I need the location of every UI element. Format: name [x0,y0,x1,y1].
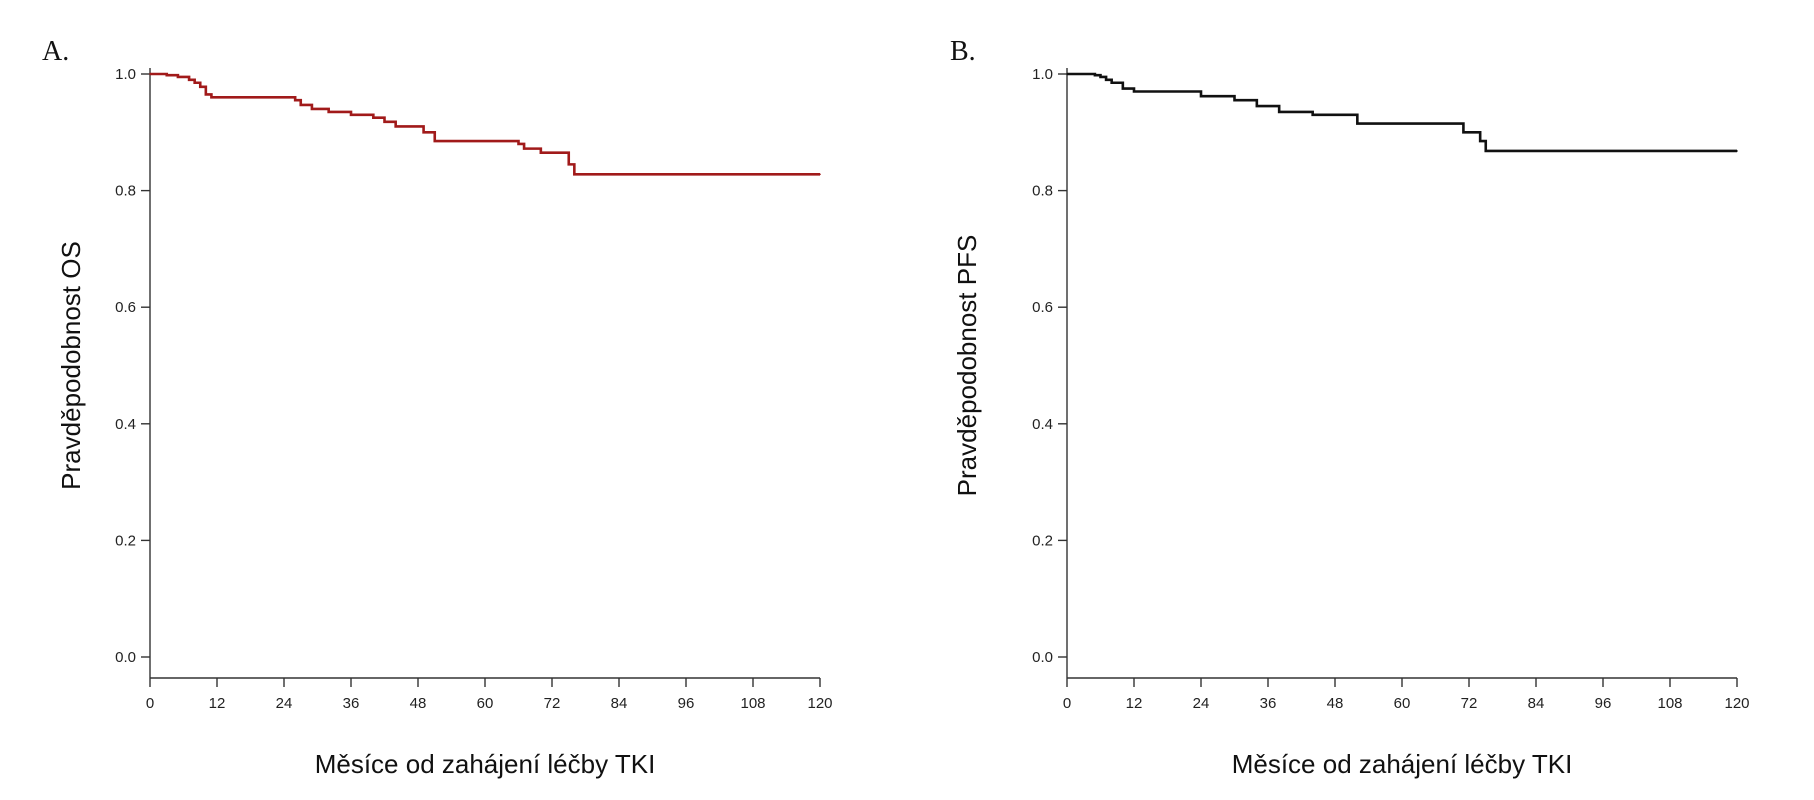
curve-point [1311,114,1314,116]
curve-point [350,114,352,116]
curve-point [1736,150,1738,152]
x-tick-label: 72 [544,695,561,712]
x-tick-label: 48 [1327,695,1344,712]
curve-point [165,74,168,76]
y-tick-label: 0.6 [115,299,136,316]
curve-point [177,76,179,78]
curve-point [311,108,313,110]
curve-point [1356,122,1359,125]
curve-point [1479,140,1481,142]
y-tick-label: 0.0 [1032,649,1053,666]
x-tick-label: 0 [146,695,154,712]
curve-point [193,81,196,84]
curve-point [1233,99,1236,102]
curve-point [567,163,570,166]
curve-point [573,173,576,176]
x-axis-title: Měsíce od zahájení léčby TKI [315,749,656,779]
x-tick-label: 84 [1528,695,1545,712]
curve-point [383,121,386,123]
curve-point [210,96,213,99]
curve-point [1110,81,1113,84]
curve-point [1484,150,1487,152]
x-tick-label: 96 [678,695,695,712]
y-tick-label: 0.2 [115,532,136,549]
curve-point [394,125,397,128]
curve-point [1278,111,1280,113]
y-tick-label: 1.0 [115,66,136,83]
x-tick-label: 60 [477,695,494,712]
x-tick-label: 72 [1461,695,1478,712]
curve-point [199,86,202,88]
y-tick-label: 0.6 [1032,299,1053,316]
curve-point [1105,79,1107,81]
curve-point [540,151,542,154]
y-tick-label: 0.8 [1032,183,1053,200]
y-tick-label: 0.2 [1032,532,1053,549]
curve-point [1066,73,1068,75]
x-tick-label: 12 [209,695,226,712]
x-axis-title: Měsíce od zahájení léčby TKI [1232,749,1573,779]
curve-point [294,99,296,102]
chart-panel-b: B. 0.0 0.2 0.4 0.6 0.8 1.0 0 12 24 36 48 60 72 84 96 108… [950,36,1750,779]
curve-point [205,93,207,96]
curve-point [1462,131,1465,134]
x-tick-label: 84 [611,695,628,712]
x-tick-label: 24 [1193,695,1210,712]
curve-point [1122,87,1124,90]
panel-letter: A. [42,36,69,67]
x-tick-label: 0 [1063,695,1071,712]
survival-curve [1067,72,1737,153]
chart-panel-a: A. 0.0 0.2 0.4 0.6 0.8 1.0 0 12 24 36 48 60 72 84 96 108… [42,36,833,779]
x-tick-label: 36 [343,695,360,712]
x-tick-label: 36 [1260,695,1277,712]
curve-point [422,131,425,134]
y-tick-label: 0.0 [115,649,136,666]
x-tick-label: 60 [1394,695,1411,712]
curve-point [1200,95,1202,97]
y-axis-title: Pravděpodobnost OS [56,241,86,490]
curve-point [1133,90,1135,93]
curve-point [523,147,525,150]
x-tick-label: 96 [1595,695,1612,712]
x-tick-label: 24 [276,695,293,712]
y-tick-label: 1.0 [1032,66,1053,83]
x-tick-label: 48 [410,695,427,712]
curve-point [188,79,190,81]
x-tick-label: 12 [1126,695,1143,712]
curve-point [1256,105,1258,107]
y-tick-label: 0.4 [1032,416,1053,433]
curve-point [372,116,375,119]
x-tick-label: 108 [740,695,765,712]
y-axis-title: Pravděpodobnost PFS [952,235,982,497]
curve-point [433,140,436,142]
survival-curve [150,72,820,176]
x-tick-label: 108 [1657,695,1682,712]
y-tick-label: 0.8 [115,183,136,200]
curve-point [1099,76,1102,78]
y-tick-label: 0.4 [115,416,136,433]
x-tick-label: 120 [1724,695,1749,712]
curve-point [819,173,821,176]
curve-point [1094,74,1096,76]
curve-point [299,104,302,106]
x-tick-label: 120 [807,695,832,712]
curve-point [517,143,520,145]
curve-point [149,73,151,75]
panel-letter: B. [950,36,976,67]
curve-point [327,111,330,113]
